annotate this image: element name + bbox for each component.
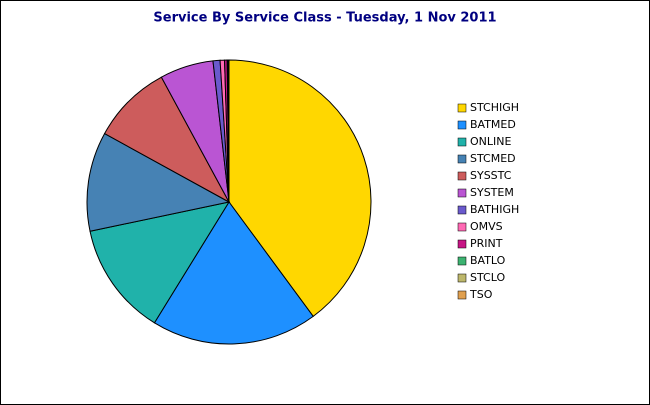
legend-swatch <box>457 273 467 283</box>
legend-label: ONLINE <box>470 135 511 148</box>
legend-label: OMVS <box>470 220 503 233</box>
legend-label: BATMED <box>470 118 516 131</box>
legend-swatch <box>457 171 467 181</box>
legend-label: TSO <box>469 288 493 301</box>
legend-swatch <box>457 120 467 130</box>
legend-swatch <box>457 188 467 198</box>
legend-label: STCMED <box>470 152 516 165</box>
chart-title: Service By Service Class - Tuesday, 1 No… <box>153 11 496 26</box>
pie-slice <box>103 76 231 204</box>
legend-swatch <box>457 137 467 147</box>
legend-label: SYSSTC <box>470 169 512 182</box>
legend-label: BATHIGH <box>470 203 519 216</box>
legend-label: STCLO <box>470 271 505 284</box>
legend-swatch <box>457 205 467 215</box>
legend-swatch <box>457 103 467 113</box>
legend-swatch <box>457 256 467 266</box>
legend-swatch <box>457 154 467 164</box>
pie-slice <box>86 132 231 232</box>
pie-slice <box>228 59 372 318</box>
legend-swatch <box>457 239 467 249</box>
legend-swatch <box>457 290 467 300</box>
legend-label: PRINT <box>470 237 503 250</box>
legend-swatch <box>457 222 467 232</box>
legend-label: BATLO <box>470 254 506 267</box>
pie-slice <box>89 201 231 324</box>
legend-label: SYSTEM <box>470 186 514 199</box>
pie-slice <box>153 201 314 345</box>
legend-label: STCHIGH <box>470 101 519 114</box>
